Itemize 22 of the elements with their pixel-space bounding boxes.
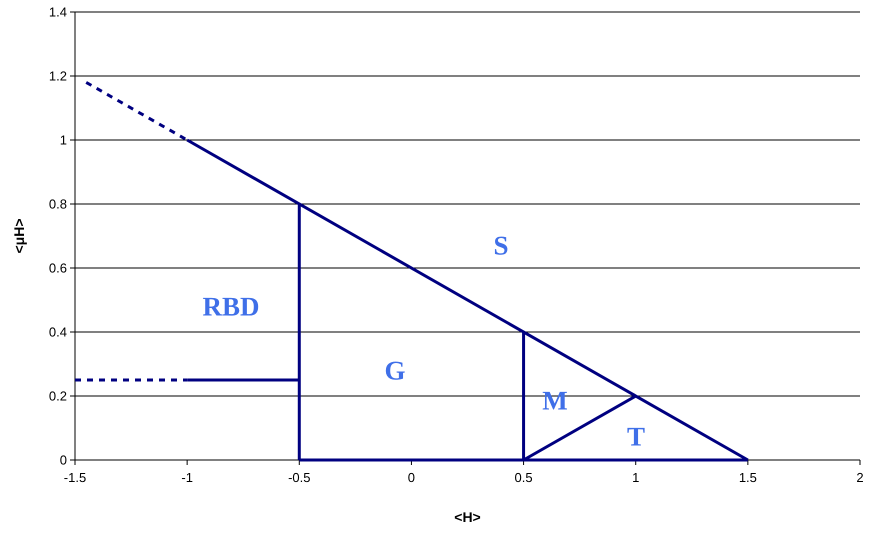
y-tick-label: 0.6 bbox=[48, 260, 67, 276]
x-axis-title: <H> bbox=[454, 509, 481, 525]
y-tick-label: 1.4 bbox=[48, 4, 67, 20]
annotation: S bbox=[493, 230, 509, 260]
x-tick-label: 0 bbox=[408, 470, 416, 485]
x-tick-label: 0.5 bbox=[514, 470, 533, 485]
y-tick-label: 0.8 bbox=[48, 196, 67, 212]
x-tick-label: 1 bbox=[632, 470, 640, 485]
x-tick-label: -0.5 bbox=[288, 470, 310, 485]
y-tick-label: 1 bbox=[60, 132, 67, 148]
annotation: RBD bbox=[202, 291, 260, 322]
y-tick-label: 0.4 bbox=[48, 324, 67, 340]
y-tick-label: 1.2 bbox=[48, 68, 67, 84]
y-axis-title: <μH> bbox=[11, 218, 27, 254]
x-tick-label: -1.5 bbox=[64, 470, 86, 485]
x-tick-label: 2 bbox=[856, 470, 864, 485]
annotation: G bbox=[384, 355, 406, 386]
y-tick-label: 0.2 bbox=[48, 388, 67, 404]
x-tick-label: 1.5 bbox=[738, 470, 757, 485]
annotation: T bbox=[626, 421, 646, 452]
y-tick-label: 0 bbox=[60, 452, 67, 468]
x-tick-label: -1 bbox=[181, 470, 193, 485]
